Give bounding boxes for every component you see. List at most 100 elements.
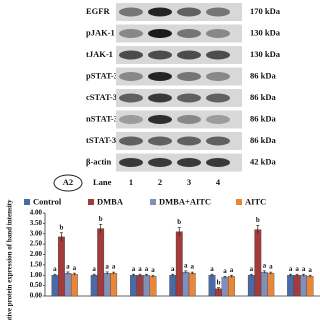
significance-letter: b (59, 223, 63, 231)
bar (103, 273, 111, 297)
legend-label: DMBA+AITC (159, 196, 211, 206)
y-tick-label: 2.00 (30, 250, 43, 258)
blot-band (148, 7, 172, 17)
blot-row-label: EGFR (86, 6, 110, 16)
blot-band (148, 50, 172, 60)
significance-letter: b (217, 278, 221, 286)
blot-band (206, 29, 230, 38)
blot-band (119, 50, 143, 60)
blot-band (177, 72, 201, 81)
blot-band (148, 115, 172, 124)
bar (110, 273, 118, 297)
bar (254, 229, 262, 297)
lane-number: 3 (187, 177, 191, 187)
bar (182, 271, 190, 297)
lane-number: 2 (158, 177, 162, 187)
blot-band (177, 158, 201, 167)
blot-kda-label: 86 kDa (250, 113, 276, 123)
blot-kda-label: 86 kDa (250, 135, 276, 145)
lane-number: 4 (216, 177, 221, 187)
significance-letter: a (53, 265, 57, 273)
significance-letter: a (210, 265, 214, 273)
bar (293, 275, 301, 297)
panel-label: A2 (63, 177, 73, 187)
bar (90, 275, 98, 297)
lane-label: Lane (93, 177, 112, 187)
blot-band (206, 93, 230, 103)
legend-swatch (88, 199, 94, 205)
legend-label: DMBA (97, 196, 124, 206)
significance-letter: a (105, 263, 109, 271)
significance-letter: a (145, 265, 149, 273)
bar (228, 276, 235, 297)
blot-row-label: nSTAT-3 (86, 113, 118, 123)
blot-row-label: pSTAT-3 (86, 70, 118, 80)
bar (247, 275, 255, 297)
bar (97, 228, 105, 297)
bar (57, 236, 65, 297)
blot-band (148, 72, 172, 81)
blot-band (206, 158, 230, 167)
significance-letter: a (112, 263, 116, 271)
blot-band (148, 158, 172, 167)
significance-letter: a (263, 262, 267, 270)
legend-swatch (150, 199, 156, 205)
significance-letter: a (184, 262, 188, 270)
significance-letter: a (223, 267, 227, 275)
blot-band (119, 93, 143, 103)
blot-kda-label: 86 kDa (250, 70, 276, 80)
blot-band (177, 50, 201, 60)
bar (64, 273, 72, 297)
y-tick-label: 0.50 (30, 281, 43, 289)
bar (169, 275, 177, 297)
y-tick-label: 3.00 (30, 229, 43, 237)
blot-band (148, 29, 172, 38)
significance-letter: a (295, 265, 299, 273)
significance-letter: a (151, 266, 155, 274)
blot-band (206, 50, 230, 60)
blot-band (206, 72, 230, 81)
bar (287, 275, 295, 297)
blot-band (206, 136, 230, 146)
blot-band (177, 29, 201, 38)
blot-band (177, 136, 201, 146)
blot-band (177, 7, 201, 17)
significance-letter: a (289, 265, 293, 273)
bar (215, 288, 222, 297)
bar (136, 275, 144, 297)
blot-band (119, 136, 143, 146)
blot-band (148, 136, 172, 146)
bar (51, 275, 59, 297)
bar (143, 275, 150, 297)
legend-swatch (236, 199, 242, 205)
y-tick-label: 2.50 (30, 240, 43, 248)
blot-kda-label: 130 kDa (250, 27, 281, 37)
significance-letter: b (177, 218, 181, 226)
legend-label: Control (33, 196, 62, 206)
bar (300, 275, 308, 297)
legend-swatch (24, 199, 30, 205)
bar (260, 271, 268, 297)
bar (175, 231, 183, 297)
legend-label: AITC (245, 196, 266, 206)
blot-band (119, 115, 143, 124)
bar (208, 275, 216, 297)
bar (149, 276, 157, 297)
blot-strip (116, 110, 242, 129)
y-tick-label: 4.00 (30, 209, 43, 217)
blot-row-label: β-actin (86, 156, 112, 166)
blot-band (148, 93, 172, 103)
y-tick-label: 3.50 (30, 219, 43, 227)
panel-oval (53, 174, 83, 192)
significance-letter: a (250, 265, 254, 273)
blot-row-label: pJAK-1 (86, 27, 115, 37)
significance-letter: a (138, 265, 142, 273)
blot-band (177, 93, 201, 103)
significance-letter: a (171, 265, 175, 273)
significance-letter: b (99, 215, 103, 223)
significance-letter: a (66, 263, 70, 271)
bar (306, 276, 314, 297)
significance-letter: a (302, 265, 306, 273)
y-tick-label: 0.00 (30, 292, 43, 300)
